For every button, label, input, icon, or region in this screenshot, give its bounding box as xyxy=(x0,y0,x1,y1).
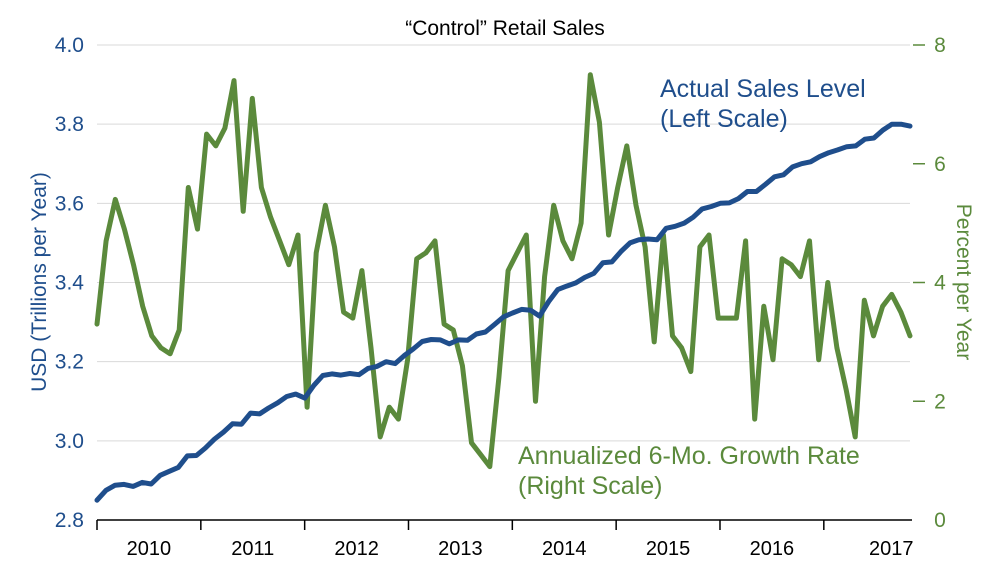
left-tick-label: 3.0 xyxy=(55,430,84,453)
left-tick-label: 2.8 xyxy=(55,509,84,532)
x-axis-ticks xyxy=(96,520,825,530)
chart-title: “Control” Retail Sales xyxy=(405,17,605,40)
x-tick-label: 2017 xyxy=(869,538,914,560)
right-tick-label: 2 xyxy=(934,390,946,413)
right-tick-label: 8 xyxy=(934,34,946,57)
left-axis-label: USD (Trillions per Year) xyxy=(28,172,51,392)
right-tick-label: 4 xyxy=(934,272,946,295)
x-tick-label: 2012 xyxy=(334,538,379,560)
left-tick-label: 3.4 xyxy=(55,272,85,295)
left-tick-label: 3.2 xyxy=(55,351,84,374)
right-axis-label: Percent per Year xyxy=(952,204,975,360)
x-tick-label: 2014 xyxy=(542,538,587,560)
left-tick-label: 3.8 xyxy=(55,113,84,136)
growth-rate-scale-note: (Right Scale) xyxy=(518,472,663,500)
x-tick-label: 2013 xyxy=(438,538,483,560)
gridlines xyxy=(97,44,910,442)
left-axis-ticks: 2.8 3.0 3.2 3.4 3.6 3.8 4.0 xyxy=(55,34,85,532)
right-axis-ticks: 0 2 4 6 8 xyxy=(913,34,946,532)
series-lines xyxy=(94,72,913,503)
right-tick-label: 6 xyxy=(934,153,946,176)
right-tick-label: 0 xyxy=(934,509,946,532)
sales-level-scale-note: (Left Scale) xyxy=(660,105,788,133)
sales-level-annotation: Actual Sales Level xyxy=(660,75,866,103)
x-tick-label: 2016 xyxy=(750,538,795,560)
sales-level-line xyxy=(94,121,913,503)
x-tick-label: 2015 xyxy=(646,538,691,560)
x-tick-label: 2010 xyxy=(127,538,172,560)
growth-rate-annotation: Annualized 6-Mo. Growth Rate xyxy=(518,442,860,470)
left-tick-label: 4.0 xyxy=(55,34,84,57)
left-tick-label: 3.6 xyxy=(55,192,84,215)
x-axis-labels: 2010 2011 2012 2013 2014 2015 2016 2017 xyxy=(127,538,914,560)
x-tick-label: 2011 xyxy=(231,538,274,560)
growth-rate-line xyxy=(94,72,913,470)
